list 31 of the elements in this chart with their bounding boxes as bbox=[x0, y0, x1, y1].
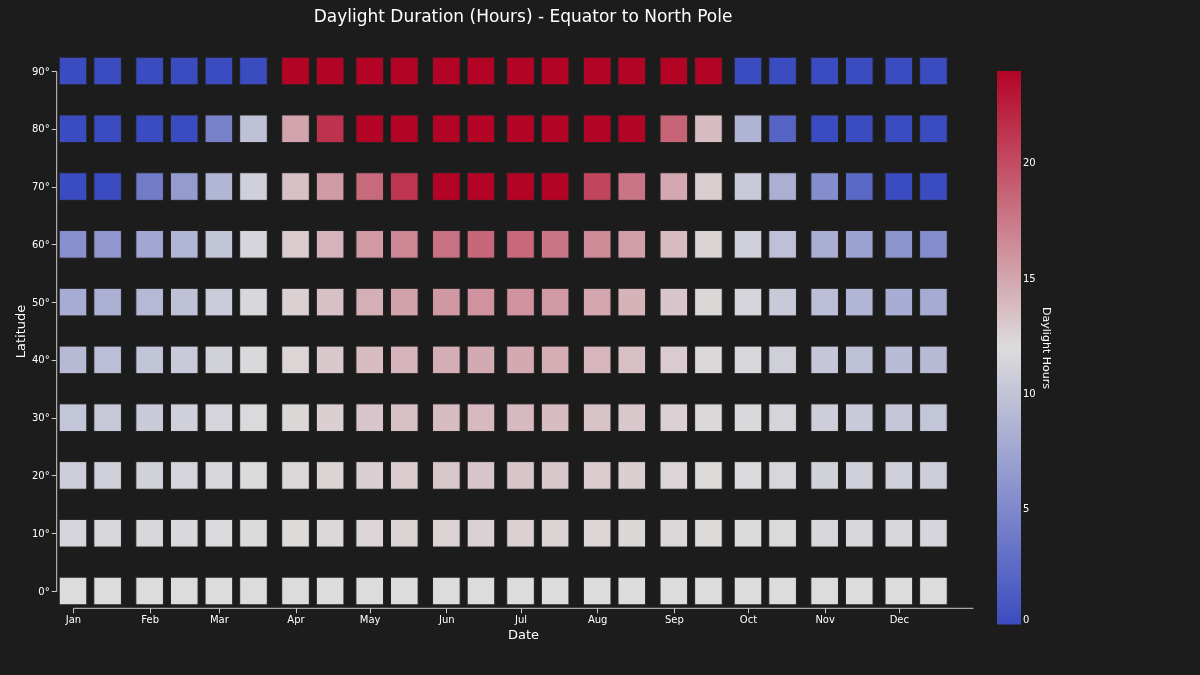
y-tick-label: 70° bbox=[31, 181, 50, 193]
x-tick-label: Apr bbox=[287, 614, 306, 626]
x-axis-title: Date bbox=[507, 627, 540, 643]
chart-title: Daylight Duration (Hours) - Equator to North Pole bbox=[313, 6, 733, 27]
y-tick-label: 20° bbox=[31, 469, 50, 481]
y-tick-label: 10° bbox=[31, 527, 50, 539]
y-tick-label: 60° bbox=[31, 238, 50, 250]
color-bar-label: 20 bbox=[1023, 157, 1036, 169]
x-tick-label: Oct bbox=[739, 614, 758, 626]
color-bar-label: 0 bbox=[1023, 613, 1030, 625]
x-tick-label: Aug bbox=[587, 614, 608, 626]
color-bar-label: 10 bbox=[1023, 387, 1036, 399]
x-tick-label: May bbox=[359, 614, 381, 626]
y-tick-label: 0° bbox=[38, 585, 50, 597]
y-tick-label: 50° bbox=[31, 296, 50, 308]
color-bar-label: 5 bbox=[1023, 503, 1030, 515]
color-bar-label: 15 bbox=[1023, 272, 1036, 284]
y-tick-label: 90° bbox=[31, 65, 50, 77]
y-axis-title: Latitude bbox=[12, 304, 28, 359]
x-tick-label: Nov bbox=[815, 614, 835, 626]
x-tick-label: Dec bbox=[889, 614, 909, 626]
y-tick-label: 80° bbox=[31, 123, 50, 135]
x-tick-label: Sep bbox=[664, 614, 684, 626]
x-tick-label: Feb bbox=[141, 614, 160, 626]
y-tick-label: 30° bbox=[31, 412, 50, 424]
x-tick-label: Jul bbox=[513, 614, 528, 626]
color-bar-title: Daylight Hours bbox=[1040, 307, 1053, 390]
y-tick-label: 40° bbox=[31, 354, 50, 366]
x-tick-label: Jun bbox=[438, 614, 455, 626]
x-tick-label: Mar bbox=[209, 614, 230, 626]
x-tick-label: Jan bbox=[64, 614, 82, 626]
